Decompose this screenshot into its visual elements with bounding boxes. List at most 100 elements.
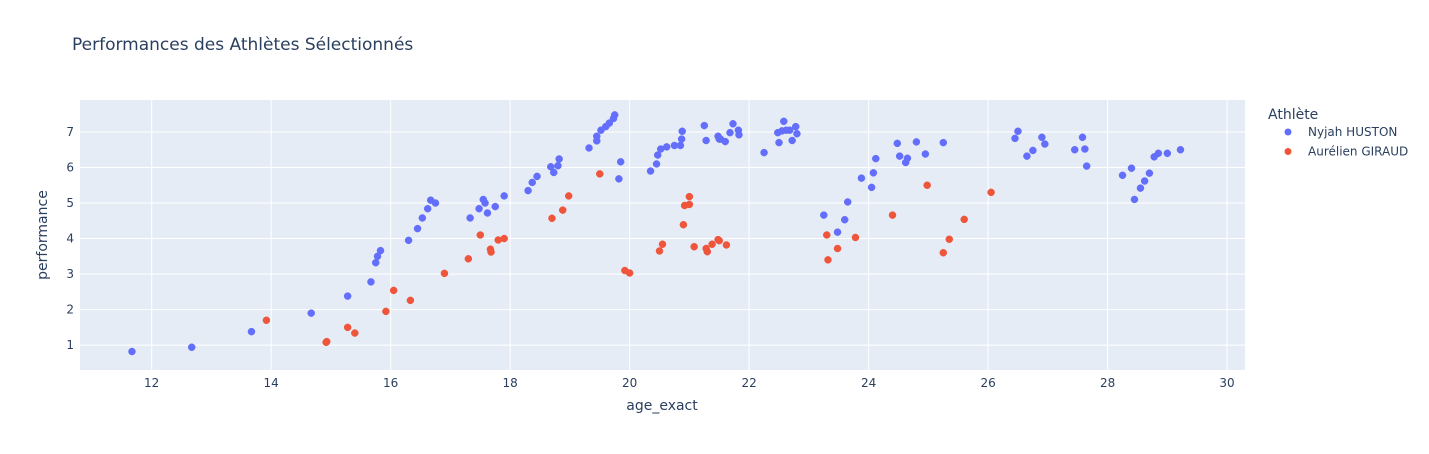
- legend-title: Athlète: [1268, 107, 1318, 123]
- legend-item-label: Nyjah HUSTON: [1308, 125, 1397, 139]
- data-point: [658, 240, 667, 248]
- data-point: [791, 122, 800, 131]
- data-point: [987, 188, 995, 197]
- data-point: [721, 137, 729, 146]
- data-point: [708, 240, 716, 248]
- data-point: [923, 181, 931, 190]
- data-point: [939, 249, 948, 257]
- data-point: [585, 144, 593, 152]
- data-point: [440, 269, 449, 278]
- data-point: [464, 255, 473, 263]
- x-tick-label: 24: [861, 376, 876, 390]
- data-point: [945, 235, 954, 244]
- data-point: [550, 168, 558, 177]
- data-point: [679, 220, 688, 229]
- data-point: [678, 127, 686, 136]
- data-point: [351, 329, 359, 337]
- data-point: [1029, 146, 1037, 155]
- data-point: [788, 136, 796, 145]
- data-point: [869, 169, 878, 177]
- data-point: [676, 141, 685, 150]
- data-point: [700, 121, 709, 130]
- data-point: [322, 337, 331, 346]
- data-point: [685, 192, 694, 201]
- data-point: [652, 160, 661, 168]
- data-point: [187, 343, 196, 352]
- data-point: [851, 233, 860, 242]
- data-point: [1163, 149, 1172, 158]
- data-point: [262, 316, 271, 325]
- data-point: [685, 200, 694, 209]
- data-point: [867, 183, 876, 192]
- data-point: [533, 172, 541, 181]
- x-tick-label: 30: [1219, 376, 1234, 390]
- data-point: [564, 192, 573, 200]
- x-tick-label: 28: [1100, 376, 1115, 390]
- x-tick-label: 14: [264, 376, 279, 390]
- data-point: [413, 224, 422, 233]
- legend-marker: [1284, 128, 1292, 136]
- x-tick-label: 18: [503, 376, 518, 390]
- legend-marker: [1284, 148, 1292, 155]
- data-point: [960, 215, 968, 224]
- data-point: [1070, 145, 1079, 154]
- data-point: [715, 236, 724, 245]
- data-point: [735, 131, 743, 139]
- data-point: [1082, 162, 1091, 170]
- data-point: [893, 139, 902, 148]
- data-point: [466, 214, 474, 222]
- data-point: [307, 309, 315, 317]
- data-point: [406, 296, 415, 305]
- data-point: [1118, 171, 1127, 180]
- data-point: [548, 214, 556, 223]
- data-point: [382, 307, 390, 316]
- data-point: [780, 117, 788, 126]
- data-point: [655, 247, 664, 255]
- y-tick-label: 7: [66, 125, 74, 139]
- data-point: [824, 256, 832, 264]
- x-tick-label: 16: [383, 376, 398, 390]
- data-point: [554, 161, 562, 170]
- x-tick-label: 12: [144, 376, 159, 390]
- y-tick-label: 5: [66, 196, 74, 210]
- data-point: [786, 126, 794, 134]
- data-point: [1011, 134, 1019, 143]
- data-point: [729, 120, 737, 128]
- data-point: [1130, 195, 1139, 204]
- data-point: [615, 175, 623, 183]
- y-tick-label: 4: [66, 232, 74, 246]
- data-point: [760, 148, 768, 157]
- data-series: [128, 111, 1185, 356]
- x-tick-label: 26: [980, 376, 995, 390]
- data-point: [939, 138, 948, 147]
- series-1: [128, 111, 1185, 356]
- data-point: [843, 198, 852, 206]
- data-point: [820, 211, 828, 219]
- data-point: [1136, 184, 1145, 192]
- data-point: [912, 138, 921, 146]
- data-point: [423, 204, 432, 213]
- y-tick-label: 3: [66, 267, 74, 281]
- data-point: [1041, 140, 1049, 148]
- x-tick-label: 22: [741, 376, 756, 390]
- grid-lines: [80, 100, 1245, 370]
- data-point: [524, 186, 532, 195]
- data-point: [500, 234, 508, 243]
- data-point: [476, 231, 485, 239]
- data-point: [677, 135, 686, 143]
- data-point: [840, 215, 849, 224]
- data-point: [690, 242, 698, 251]
- data-point: [775, 138, 783, 147]
- data-point: [722, 241, 731, 249]
- x-axis-label: age_exact: [626, 398, 698, 414]
- plot-area: [80, 100, 1245, 370]
- data-point: [596, 170, 604, 178]
- data-point: [1145, 169, 1154, 177]
- data-point: [1038, 133, 1046, 142]
- data-point: [605, 119, 614, 127]
- data-point: [823, 231, 831, 239]
- data-point: [371, 258, 380, 267]
- data-point: [1023, 152, 1031, 160]
